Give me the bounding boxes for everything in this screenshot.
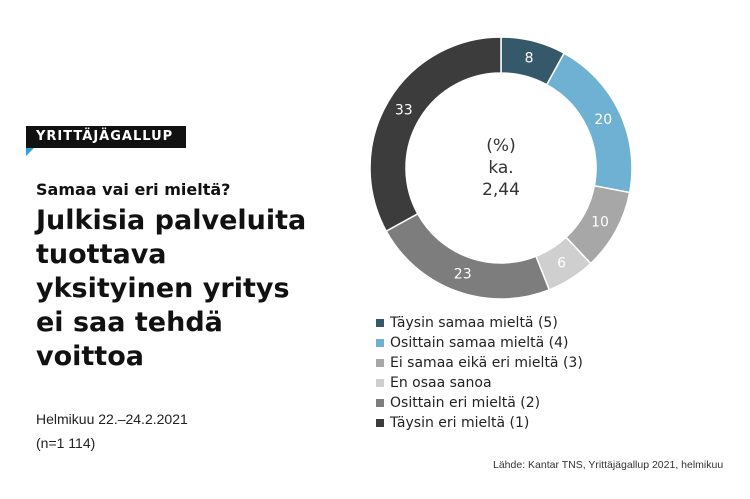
- chart-subtitle: Samaa vai eri mieltä?: [36, 180, 231, 199]
- slice-value-label: 10: [591, 214, 609, 230]
- slice-value-label: 6: [557, 255, 566, 271]
- legend-item: Osittain eri mieltä (2): [376, 393, 583, 413]
- donut-center-text: (%)ka.2,44: [482, 136, 520, 200]
- chart-legend: Täysin samaa mieltä (5) Osittain samaa mi…: [376, 313, 583, 433]
- legend-label: En osaa sanoa: [390, 375, 492, 391]
- badge-accent-tail: [26, 148, 34, 156]
- legend-item: Osittain samaa mieltä (4): [376, 333, 583, 353]
- legend-swatch: [376, 319, 384, 327]
- legend-item: Täysin eri mieltä (1): [376, 413, 583, 433]
- legend-label: Ei samaa eikä eri mieltä (3): [390, 355, 583, 371]
- legend-label: Täysin samaa mieltä (5): [390, 315, 558, 331]
- donut-slice: [369, 36, 502, 233]
- legend-swatch: [376, 399, 384, 407]
- slice-value-label: 33: [395, 102, 413, 118]
- legend-swatch: [376, 379, 384, 387]
- legend-swatch: [376, 339, 384, 347]
- donut-slice: [385, 212, 551, 300]
- donut-slice: [545, 52, 633, 194]
- center-text-line: ka.: [488, 158, 513, 178]
- legend-item: Täysin samaa mieltä (5): [376, 313, 583, 333]
- gallup-badge: YRITTÄJÄGALLUP: [26, 126, 186, 148]
- legend-swatch: [376, 359, 384, 367]
- legend-label: Osittain eri mieltä (2): [390, 395, 541, 411]
- legend-label: Osittain samaa mieltä (4): [390, 335, 569, 351]
- center-text-line: (%): [486, 136, 515, 156]
- chart-title: Julkisia palveluita tuottava yksityinen …: [36, 205, 307, 372]
- donut-slices: [369, 36, 633, 300]
- donut-chart: 8 20 10 6 23 33 (%)ka.2,44: [369, 36, 633, 300]
- legend-item: Ei samaa eikä eri mieltä (3): [376, 353, 583, 373]
- center-text-line: 2,44: [482, 180, 520, 200]
- sample-size: (n=1 114): [36, 435, 96, 451]
- legend-item: En osaa sanoa: [376, 373, 583, 393]
- legend-label: Täysin eri mieltä (1): [390, 415, 530, 431]
- slice-value-label: 8: [525, 51, 534, 67]
- survey-date: Helmikuu 22.–24.2.2021: [36, 411, 188, 427]
- slice-value-label: 23: [454, 266, 472, 282]
- slice-value-label: 20: [594, 112, 612, 128]
- donut-slice-labels: 8 20 10 6 23 33: [395, 51, 612, 283]
- legend-swatch: [376, 419, 384, 427]
- source-note: Lähde: Kantar TNS, Yrittäjägallup 2021, …: [493, 459, 724, 471]
